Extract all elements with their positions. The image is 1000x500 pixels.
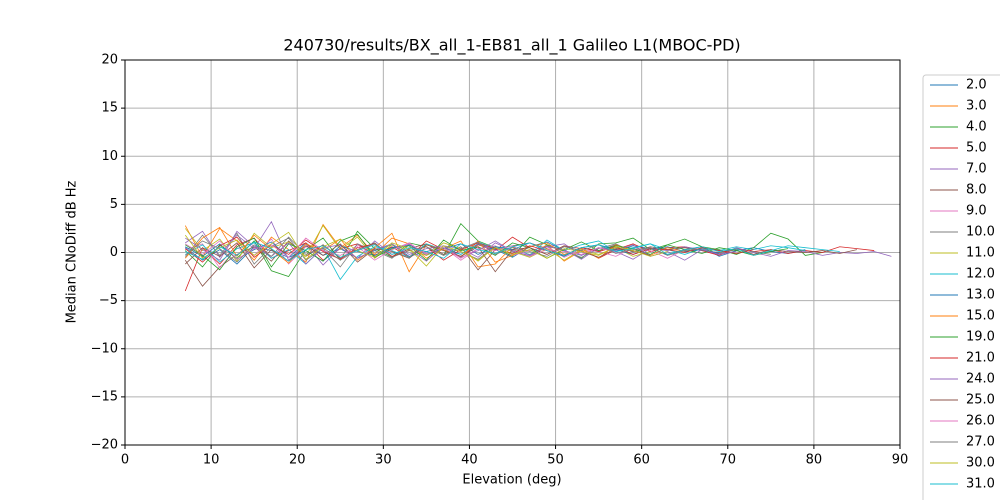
legend-label: 9.0 bbox=[966, 204, 987, 219]
chart-title: 240730/results/BX_all_1-EB81_all_1 Galil… bbox=[283, 36, 740, 56]
legend-label: 24.0 bbox=[966, 372, 995, 387]
series-line bbox=[185, 236, 702, 263]
legend-label: 3.0 bbox=[966, 99, 987, 114]
y-tick-label: −10 bbox=[91, 341, 118, 356]
legend-label: 21.0 bbox=[966, 351, 995, 366]
plot-frame bbox=[124, 59, 901, 446]
legend-label: 25.0 bbox=[966, 393, 995, 408]
x-axis-label: Elevation (deg) bbox=[462, 473, 561, 488]
series-line bbox=[185, 237, 616, 261]
series-line bbox=[185, 241, 720, 262]
legend-label: 11.0 bbox=[966, 246, 995, 261]
legend-label: 15.0 bbox=[966, 309, 995, 324]
y-tick-label: 10 bbox=[101, 149, 118, 164]
legend-label: 30.0 bbox=[966, 456, 995, 471]
y-tick-label: 5 bbox=[110, 197, 118, 212]
series-line bbox=[185, 230, 737, 265]
x-tick-label: 80 bbox=[806, 453, 823, 468]
y-tick-label: 15 bbox=[101, 101, 118, 116]
y-tick-label: −20 bbox=[91, 438, 118, 453]
legend-label: 12.0 bbox=[966, 267, 995, 282]
x-tick-label: 30 bbox=[375, 453, 392, 468]
x-tick-label: 20 bbox=[289, 453, 306, 468]
y-tick-label: −15 bbox=[91, 389, 118, 404]
legend-label: 27.0 bbox=[966, 435, 995, 450]
y-axis-label: Median CNoDiff dB Hz bbox=[65, 180, 80, 323]
y-tick-label: −5 bbox=[99, 293, 118, 308]
legend-label: 2.0 bbox=[966, 78, 987, 93]
x-tick-label: 10 bbox=[203, 453, 220, 468]
series-line bbox=[185, 222, 823, 278]
legend-label: 4.0 bbox=[966, 120, 987, 135]
legend-label: 5.0 bbox=[966, 141, 987, 156]
legend-label: 31.0 bbox=[966, 477, 995, 492]
legend-label: 7.0 bbox=[966, 162, 987, 177]
legend-label: 13.0 bbox=[966, 288, 995, 303]
x-tick-label: 60 bbox=[633, 453, 650, 468]
legend-label: 8.0 bbox=[966, 183, 987, 198]
x-tick-label: 90 bbox=[892, 453, 909, 468]
legend-label: 19.0 bbox=[966, 330, 995, 345]
legend-label: 10.0 bbox=[966, 225, 995, 240]
x-tick-label: 50 bbox=[547, 453, 564, 468]
legend-box bbox=[922, 74, 1000, 500]
x-tick-label: 40 bbox=[461, 453, 478, 468]
x-tick-label: 70 bbox=[720, 453, 737, 468]
y-tick-label: 0 bbox=[110, 245, 118, 260]
x-tick-label: 0 bbox=[121, 453, 129, 468]
series-line bbox=[185, 241, 840, 262]
legend-label: 26.0 bbox=[966, 414, 995, 429]
y-tick-label: 20 bbox=[101, 53, 118, 68]
series-line bbox=[184, 231, 668, 267]
